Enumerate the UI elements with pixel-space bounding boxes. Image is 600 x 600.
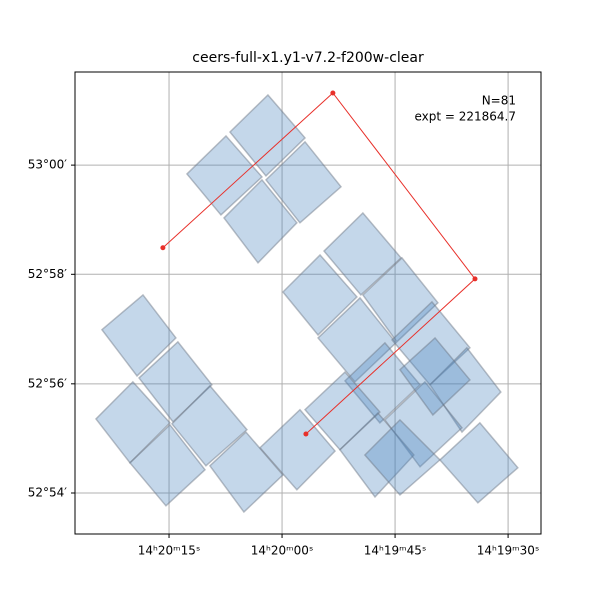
footprint bbox=[223, 178, 298, 264]
footprint bbox=[390, 300, 471, 386]
footprint bbox=[138, 340, 213, 423]
chart-title: ceers-full-x1.y1-v7.2-f200w-clear bbox=[192, 50, 424, 66]
footprint bbox=[398, 336, 471, 417]
footprint bbox=[429, 346, 502, 434]
footprint bbox=[338, 411, 415, 499]
outline-point bbox=[472, 276, 478, 282]
footprint bbox=[94, 380, 171, 464]
annotation: expt = 221864.7 bbox=[414, 110, 516, 124]
y-tick-label: 52°58′ bbox=[28, 267, 68, 281]
y-tick-label: 52°54′ bbox=[28, 486, 68, 500]
footprint bbox=[264, 140, 343, 224]
footprint bbox=[100, 293, 177, 378]
footprint bbox=[343, 341, 422, 424]
footprint bbox=[363, 418, 442, 497]
y-tick-label: 52°56′ bbox=[28, 376, 68, 390]
footprint bbox=[383, 380, 463, 468]
plot-frame bbox=[74, 71, 542, 535]
x-tick-label: 14ʰ20ᵐ00ˢ bbox=[251, 544, 314, 558]
footprint bbox=[185, 134, 264, 217]
outline-point bbox=[160, 245, 166, 251]
x-tick-label: 14ʰ19ᵐ30ˢ bbox=[477, 544, 540, 558]
footprint bbox=[322, 211, 403, 297]
annotation: N=81 bbox=[482, 94, 516, 108]
outline-point bbox=[330, 90, 336, 96]
footprint bbox=[303, 370, 381, 451]
footprint bbox=[438, 421, 519, 504]
footprint bbox=[128, 423, 207, 507]
outline bbox=[162, 92, 476, 435]
outline-point bbox=[303, 431, 309, 437]
footprint bbox=[281, 253, 358, 337]
footprint bbox=[228, 93, 307, 178]
y-tick-label: 53°00′ bbox=[28, 158, 68, 172]
footprint bbox=[317, 296, 397, 383]
footprint bbox=[361, 256, 439, 343]
footprint bbox=[208, 430, 284, 514]
x-tick-label: 14ʰ20ᵐ15ˢ bbox=[138, 544, 201, 558]
footprint bbox=[258, 408, 337, 491]
footprint bbox=[170, 384, 249, 467]
x-tick-label: 14ʰ19ᵐ45ˢ bbox=[364, 544, 427, 558]
